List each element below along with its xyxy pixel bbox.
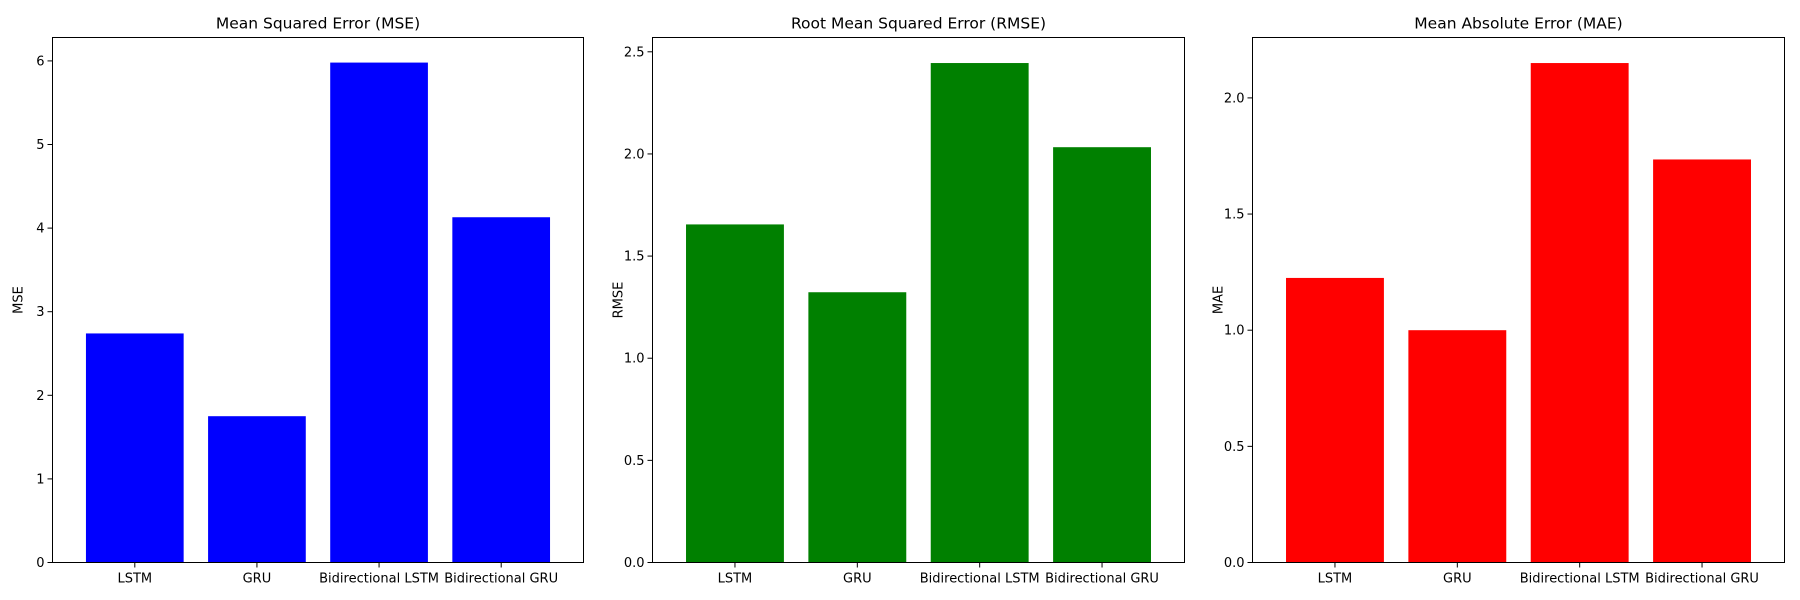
bar-mae-3	[1530, 63, 1629, 563]
bar-mae-2	[1408, 330, 1507, 563]
y-tick-label: 2.0	[624, 147, 645, 162]
x-tick-label: GRU	[843, 572, 872, 587]
x-tick-label: LSTM	[1318, 572, 1353, 587]
y-tick-label: 0.5	[624, 454, 645, 469]
chart-panel-2: 0.0 0.5 1.0 1.5 2.0 2.5 LSTM GRU Bidirectional L…	[612, 15, 1185, 587]
y-tick-label: 1.0	[1224, 324, 1245, 339]
bar-mae-1	[1286, 277, 1384, 563]
axes-frame	[652, 37, 1185, 563]
x-tick-label: Bidirectional LSTM	[1520, 572, 1640, 587]
bar-rmse-2	[808, 292, 907, 563]
y-tick-label: 1.0	[624, 352, 645, 367]
bar-rmse-4	[1053, 147, 1151, 563]
x-tick-label: GRU	[243, 572, 272, 587]
y-tick-label: 0.0	[624, 556, 645, 571]
y-tick-label: 5	[36, 138, 44, 153]
chart-title: Mean Absolute Error (MAE)	[1414, 15, 1622, 33]
y-tick-label: 2.5	[624, 45, 645, 60]
axes-frame	[1252, 37, 1785, 563]
y-axis-label: MSE	[12, 286, 27, 314]
y-tick-label: 2.0	[1224, 91, 1245, 106]
axes-frame	[52, 37, 584, 563]
y-tick-label: 2	[36, 389, 44, 404]
bar-mse-2	[208, 416, 306, 563]
y-tick-label: 1.5	[1224, 208, 1245, 223]
y-tick-label: 4	[36, 222, 44, 237]
y-tick-label: 1	[36, 472, 44, 487]
x-tick-label: LSTM	[117, 572, 152, 587]
chart-title: Root Mean Squared Error (RMSE)	[791, 15, 1046, 33]
bar-mse-1	[85, 333, 184, 563]
bar-mae-4	[1653, 159, 1751, 563]
y-tick-label: 6	[36, 54, 44, 69]
x-tick-label: LSTM	[718, 572, 753, 587]
x-tick-label: Bidirectional GRU	[1645, 572, 1759, 587]
bar-mse-4	[452, 217, 551, 563]
y-axis-label: RMSE	[612, 282, 627, 319]
y-tick-label: 0.5	[1224, 440, 1245, 455]
x-tick-label: Bidirectional GRU	[1045, 572, 1159, 587]
chart-title: Mean Squared Error (MSE)	[216, 15, 420, 33]
y-tick-label: 0.0	[1224, 556, 1245, 571]
y-tick-label: 3	[36, 305, 44, 320]
bar-rmse-3	[930, 63, 1029, 563]
y-tick-label: 0	[36, 556, 44, 571]
chart-panel-3: 0.0 0.5 1.0 1.5 2.0 LSTM GRU Bidirectional LSTM…	[1212, 15, 1785, 587]
x-tick-label: Bidirectional GRU	[444, 572, 558, 587]
x-tick-label: Bidirectional LSTM	[319, 572, 439, 587]
x-tick-label: Bidirectional LSTM	[920, 572, 1040, 587]
y-axis-label: MAE	[1212, 286, 1227, 314]
x-tick-label: GRU	[1443, 572, 1472, 587]
bar-mse-3	[330, 62, 428, 563]
y-tick-label: 1.5	[624, 250, 645, 265]
bar-rmse-1	[686, 224, 784, 563]
chart-panel-1: 0 1 2 3 4 5 6 LSTM GRU Bidirectional LSTM Bidirect…	[12, 15, 584, 587]
